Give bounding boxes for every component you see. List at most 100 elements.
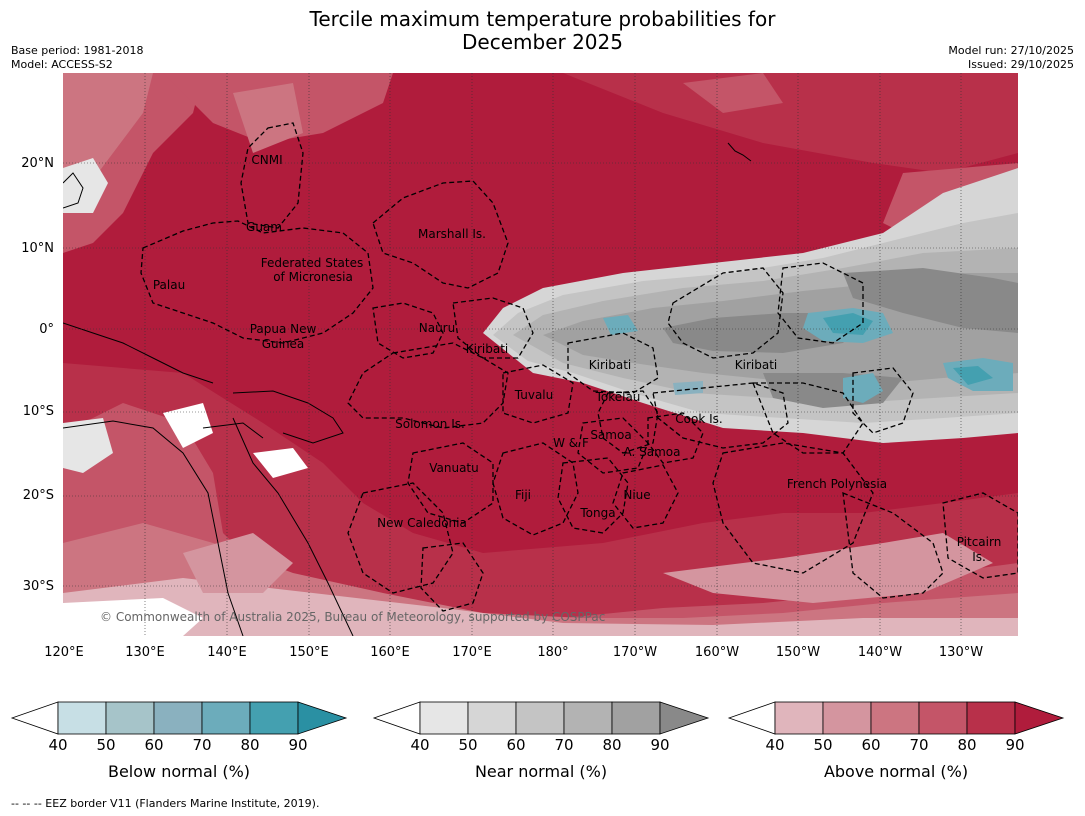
region-label: Niue xyxy=(623,488,650,502)
colorbar-title-near: Near normal (%) xyxy=(474,762,608,781)
colorbar-arrow-high xyxy=(1014,701,1065,735)
colorbar-tick-label: 70 xyxy=(554,736,573,754)
colorbar-segment xyxy=(153,701,203,735)
region-label: Federated States xyxy=(261,256,363,270)
colorbar-above-normal: 40 50 60 70 80 90 xyxy=(727,701,1065,754)
colorbar-segment xyxy=(419,701,469,735)
region-label: of Micronesia xyxy=(273,270,353,284)
title-line-1: Tercile maximum temperature probabilitie… xyxy=(309,7,776,31)
lon-label: 150°W xyxy=(775,645,821,660)
region-labels: CNMI Guam Marshall Is. Federated States … xyxy=(153,153,1001,564)
colorbar-arrow-low xyxy=(727,701,776,735)
colorbar-near-normal: 40 50 60 70 80 90 xyxy=(372,701,710,754)
region-label: Guam xyxy=(246,220,282,234)
lat-label: 20°N xyxy=(21,156,54,171)
region-label: Papua New xyxy=(250,322,317,336)
model-name: Model: ACCESS-S2 xyxy=(11,58,113,71)
colorbar-tick-label: 70 xyxy=(909,736,928,754)
colorbar-tick-label: 50 xyxy=(458,736,477,754)
lat-label: 10°S xyxy=(22,404,54,419)
region-label: Tokelau xyxy=(595,390,641,404)
colorbar-arrow-low xyxy=(10,701,59,735)
colorbar-tick-label: 40 xyxy=(765,736,784,754)
model-run: Model run: 27/10/2025 xyxy=(948,44,1074,57)
lat-label: 10°N xyxy=(21,241,54,256)
metadata-right: Model run: 27/10/2025 Issued: 29/10/2025 xyxy=(948,44,1074,72)
region-label: Kiribati xyxy=(735,358,777,372)
colorbar-segment xyxy=(966,701,1016,735)
region-label: Palau xyxy=(153,278,185,292)
below-normal-patches xyxy=(603,308,1013,403)
eez-footnote: -- -- -- EEZ border V11 (Flanders Marine… xyxy=(11,797,320,810)
copyright-notice: © Commonwealth of Australia 2025, Bureau… xyxy=(100,610,606,624)
colorbar-tick-label: 40 xyxy=(410,736,429,754)
colorbar-segment xyxy=(822,701,872,735)
light-patches xyxy=(63,158,308,636)
region-label: Pitcairn xyxy=(957,535,1002,549)
region-label: CNMI xyxy=(251,153,282,167)
colorbar-tick-label: 40 xyxy=(48,736,67,754)
lon-label: 160°W xyxy=(694,645,740,660)
lon-label: 180° xyxy=(537,645,569,660)
region-label: Vanuatu xyxy=(429,461,479,475)
colorbar-below-normal: 40 50 60 70 80 90 xyxy=(10,701,348,754)
lon-label: 140°E xyxy=(207,645,247,660)
lat-label: 30°S xyxy=(22,579,54,594)
region-label: Guinea xyxy=(262,337,305,351)
coastlines xyxy=(63,142,752,636)
lon-label: 140°W xyxy=(857,645,903,660)
colorbar-tick-label: 80 xyxy=(240,736,259,754)
colorbar-tick-label: 70 xyxy=(192,736,211,754)
colorbar-tick-label: 90 xyxy=(288,736,307,754)
colorbar-title-below: Below normal (%) xyxy=(107,762,251,781)
lon-label: 150°E xyxy=(289,645,329,660)
colorbar-tick-label: 50 xyxy=(813,736,832,754)
colorbar-arrow-high xyxy=(659,701,710,735)
region-label: Fiji xyxy=(515,488,531,502)
lon-label: 170°E xyxy=(452,645,492,660)
region-label: French Polynesia xyxy=(787,477,887,491)
colorbar-segment xyxy=(467,701,517,735)
colorbar-segment xyxy=(57,701,107,735)
colorbar-segment xyxy=(611,701,661,735)
colorbar-tick-label: 60 xyxy=(506,736,525,754)
region-label: Kiribati xyxy=(589,358,631,372)
colorbar-segment xyxy=(515,701,565,735)
region-label: Kiribati xyxy=(466,342,508,356)
colorbar-segment xyxy=(201,701,251,735)
region-label: Tuvalu xyxy=(514,388,554,402)
colorbar-tick-label: 80 xyxy=(602,736,621,754)
issued-date: Issued: 29/10/2025 xyxy=(967,58,1074,71)
lon-label: 130°E xyxy=(125,645,165,660)
region-label: W & F xyxy=(553,436,589,450)
colorbar-tick-label: 90 xyxy=(650,736,669,754)
title-line-2: December 2025 xyxy=(462,30,623,54)
region-label: Marshall Is. xyxy=(418,227,486,241)
lat-label: 20°S xyxy=(22,488,54,503)
colorbar-title-above: Above normal (%) xyxy=(823,762,969,781)
colorbar-arrow-high xyxy=(297,701,348,735)
colorbar-tick-label: 60 xyxy=(144,736,163,754)
colorbar-tick-label: 60 xyxy=(861,736,880,754)
base-period: Base period: 1981-2018 xyxy=(11,44,144,57)
region-label: A. Samoa xyxy=(624,445,681,459)
colorbar-segment xyxy=(563,701,613,735)
colorbar-segment xyxy=(249,701,299,735)
colorbar-tick-label: 90 xyxy=(1005,736,1024,754)
region-label: Samoa xyxy=(590,428,631,442)
chart-title: Tercile maximum temperature probabilitie… xyxy=(0,8,1085,54)
colorbar-arrow-low xyxy=(372,701,421,735)
metadata-left: Base period: 1981-2018 Model: ACCESS-S2 xyxy=(11,44,143,72)
region-label: Is. xyxy=(972,550,986,564)
region-label: New Caledonia xyxy=(377,516,467,530)
probability-map: CNMI Guam Marshall Is. Federated States … xyxy=(63,73,1018,636)
colorbar-tick-label: 80 xyxy=(957,736,976,754)
colorbar-tick-label: 50 xyxy=(96,736,115,754)
region-label: Cook Is. xyxy=(675,412,722,426)
region-label: Tonga xyxy=(579,506,615,520)
lon-label: 130°W xyxy=(938,645,984,660)
lon-label: 170°W xyxy=(612,645,658,660)
colorbar-segment xyxy=(918,701,968,735)
lon-label: 120°E xyxy=(44,645,84,660)
lat-label: 0° xyxy=(39,322,54,337)
